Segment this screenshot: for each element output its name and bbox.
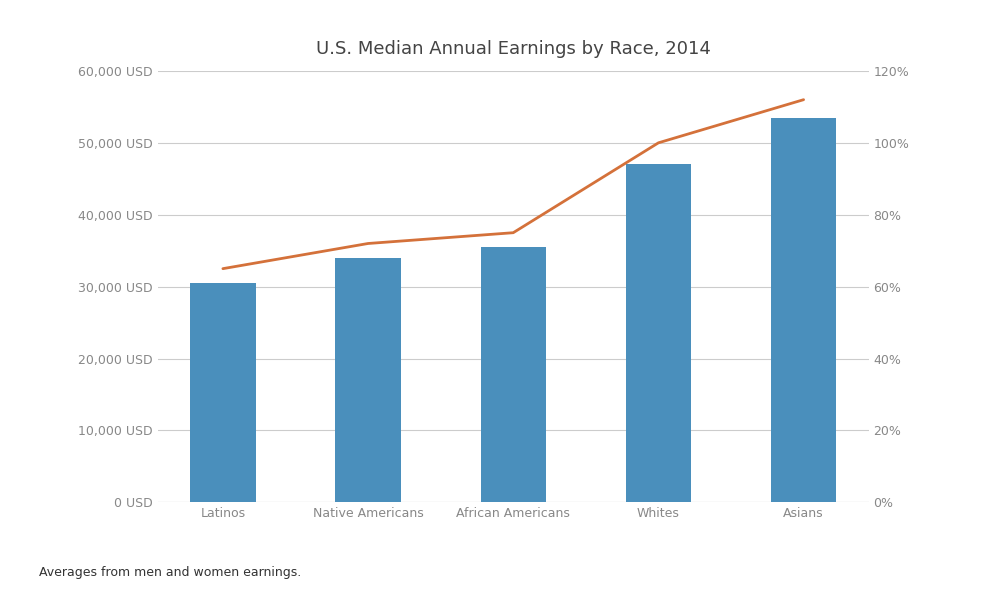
Bar <box>335 258 400 502</box>
Title: U.S. Median Annual Earnings by Race, 2014: U.S. Median Annual Earnings by Race, 201… <box>316 40 710 59</box>
Bar <box>480 247 545 502</box>
Bar <box>625 164 690 502</box>
Text: Averages from men and women earnings.: Averages from men and women earnings. <box>39 566 302 579</box>
Bar <box>190 283 255 502</box>
Bar <box>770 118 835 502</box>
